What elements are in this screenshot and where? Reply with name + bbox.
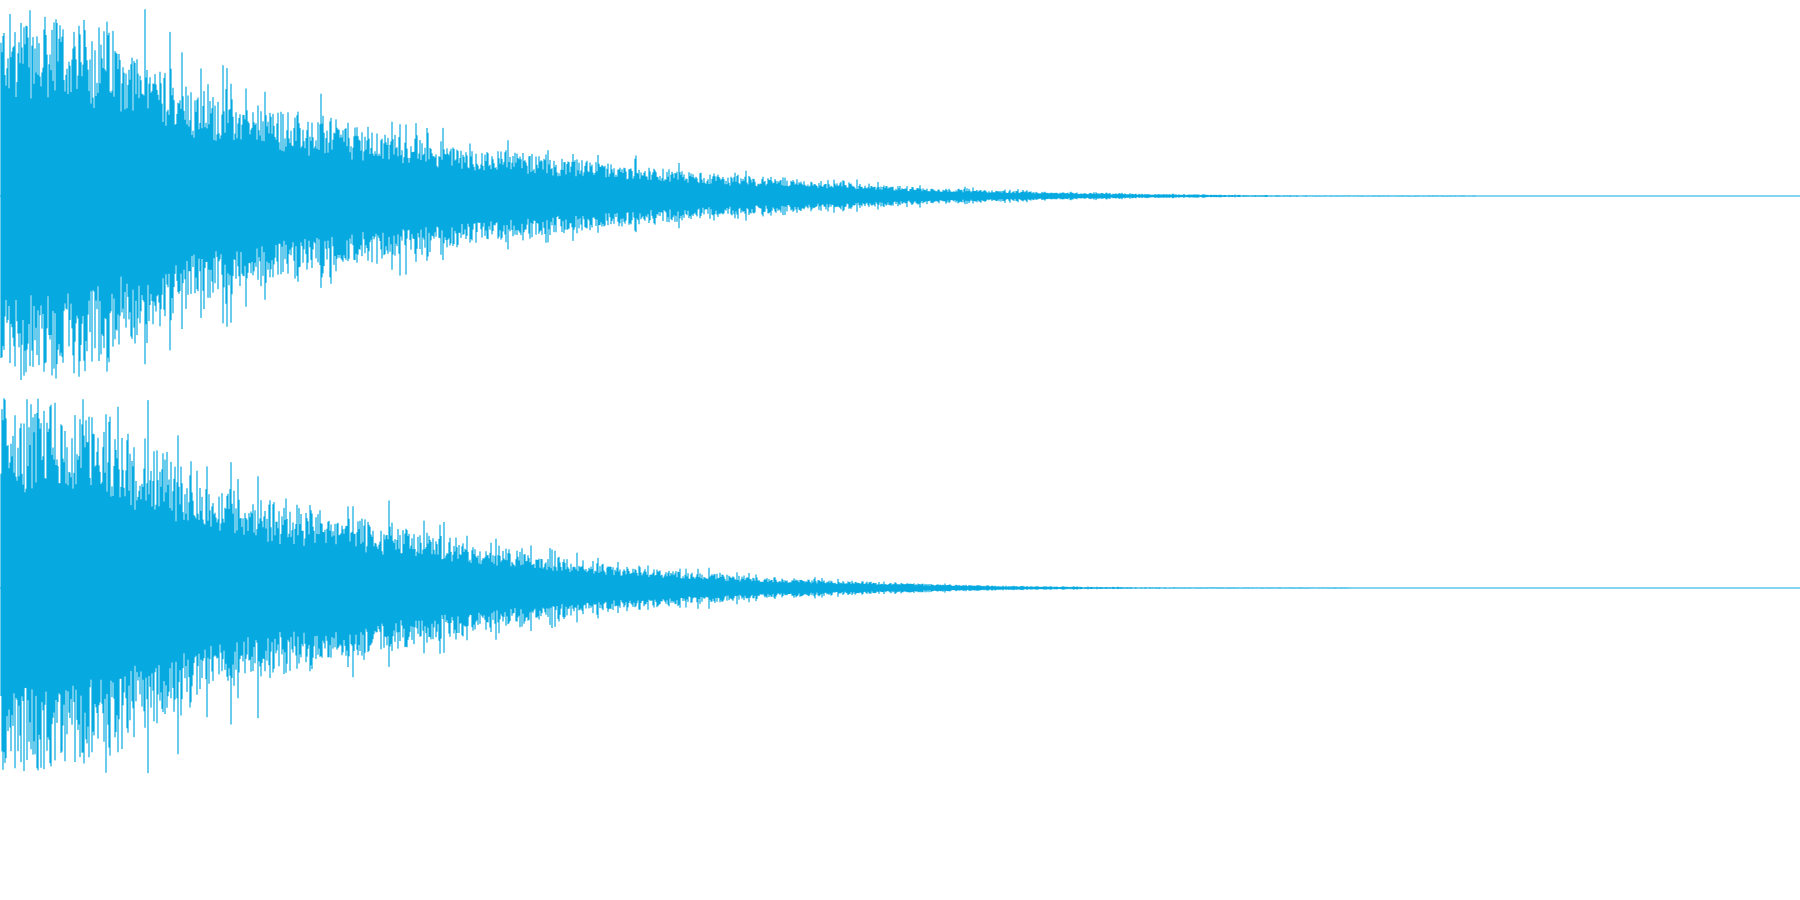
waveform-channel-1 <box>0 9 1800 380</box>
waveform-signal <box>0 9 1476 380</box>
waveform-signal <box>0 398 1350 774</box>
waveform-channel-2 <box>0 398 1800 774</box>
